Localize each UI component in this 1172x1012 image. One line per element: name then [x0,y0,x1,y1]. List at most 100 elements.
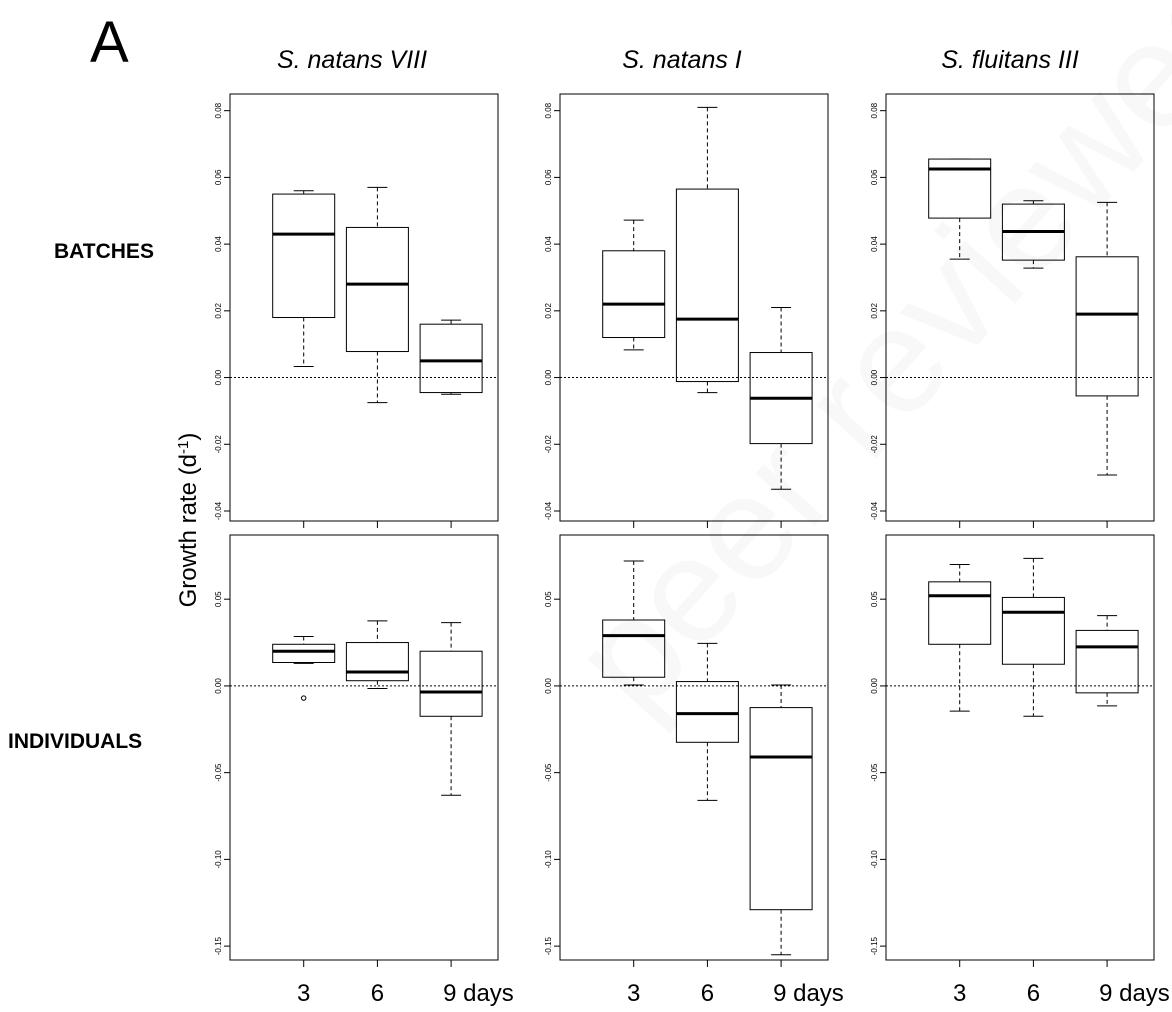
y-tick-label: 0.08 [544,102,553,118]
y-tick-label: 0.04 [544,236,553,252]
box-9 [749,684,813,956]
iqr-box [345,642,409,682]
x-tick-label: 3 [627,980,640,1007]
y-axis-label-close: ) [175,433,202,441]
column-title-2: S. natans I [622,46,742,74]
y-tick-label: 0.00 [870,369,879,385]
y-tick-label: 0.06 [870,169,879,185]
y-tick-label: -0.04 [870,501,879,520]
x-tick-label: 3 [953,980,966,1007]
y-axis-label-exponent: -1 [175,441,192,454]
y-tick-label: 0.04 [870,236,879,252]
iqr-box [419,650,483,717]
plot-individuals-1: -0.15 -0.10 -0.05 0.00 0.05 3 6 9 days [214,534,514,1007]
x-tick-label: 9 days [443,980,514,1007]
y-tick-label: -0.02 [544,435,553,454]
iqr-box [1075,256,1139,397]
iqr-box [749,707,813,911]
box-3 [272,635,336,664]
row-label-batches: BATCHES [54,240,154,263]
x-tick-label: 6 [371,980,384,1007]
plot-batches-2: -0.04 -0.02 0.00 0.02 0.04 0.06 0.08 [544,93,829,528]
iqr-box [1001,596,1065,665]
plot-frame [559,93,829,522]
y-axis-label: Growth rate (d-1) [175,433,202,608]
x-tick-label: 6 [701,980,714,1007]
y-tick-label: 0.00 [870,678,879,694]
plot-grid: -0.04 -0.02 0.00 0.02 0.04 0.06 0.08 -0.04 -0.02… [214,93,1170,1007]
box-3 [272,190,336,368]
y-tick-label: 0.06 [214,169,223,185]
iqr-box [1075,629,1139,694]
box-6 [345,620,409,690]
y-tick-label: -0.15 [544,936,553,955]
box-3 [602,560,666,686]
box-9 [419,622,483,796]
y-axis-label-text: Growth rate (d [175,454,202,607]
y-tick-label: -0.15 [870,936,879,955]
column-title-3: S. fluitans III [941,46,1079,74]
y-tick-label: -0.04 [214,501,223,520]
box-9 [419,319,483,395]
x-tick-label: 6 [1027,980,1040,1007]
box-6 [1001,200,1065,269]
x-tick-label: 9 days [1099,980,1170,1007]
y-tick-label: 0.05 [214,591,223,607]
y-tick-label: 0.06 [544,169,553,185]
y-tick-label: -0.10 [870,850,879,869]
y-tick-label: -0.10 [214,850,223,869]
panel-letter: A [90,10,129,75]
iqr-box [675,681,739,743]
box-3 [928,158,992,260]
iqr-box [419,323,483,394]
iqr-box [675,188,739,383]
box-6 [345,186,409,404]
plot-individuals-3: -0.15 -0.10 -0.05 0.00 0.05 3 6 9 days [870,534,1170,1007]
y-tick-label: 0.00 [544,678,553,694]
y-tick-label: 0.08 [870,102,879,118]
y-tick-label: 0.00 [214,678,223,694]
y-tick-label: 0.00 [544,369,553,385]
y-tick-label: 0.02 [214,303,223,319]
x-tick-label: 9 days [773,980,844,1007]
y-tick-label: -0.02 [214,435,223,454]
y-tick-label: 0.05 [870,591,879,607]
box-6 [675,642,739,801]
box-3 [602,219,666,351]
plot-frame [885,93,1155,522]
box-6 [1001,557,1065,717]
y-tick-label: -0.04 [544,501,553,520]
plot-frame [885,534,1155,961]
y-tick-label: 0.08 [214,102,223,118]
iqr-box [602,619,666,678]
box-9 [749,307,813,490]
x-tick-label: 3 [297,980,310,1007]
box-9 [1075,201,1139,476]
y-tick-label: -0.10 [544,850,553,869]
plot-frame [559,534,829,961]
outlier-point [301,695,307,701]
box-6 [675,106,739,394]
iqr-box [272,643,336,663]
iqr-box [272,193,336,319]
plot-batches-1: -0.04 -0.02 0.00 0.02 0.04 0.06 0.08 [214,93,499,528]
y-tick-label: -0.15 [214,936,223,955]
iqr-box [928,158,992,219]
plot-individuals-2: -0.15 -0.10 -0.05 0.00 0.05 3 6 9 days [544,534,844,1007]
y-tick-label: -0.05 [214,763,223,782]
plot-batches-3: -0.04 -0.02 0.00 0.02 0.04 0.06 0.08 [870,93,1155,528]
y-tick-label: 0.05 [544,591,553,607]
box-3 [928,563,992,712]
row-label-individuals: INDIVIDUALS [8,730,142,753]
column-title-1: S. natans VIII [277,46,427,74]
plot-frame [229,534,499,961]
iqr-box [928,581,992,645]
box-9 [1075,615,1139,707]
y-tick-label: -0.05 [544,763,553,782]
y-tick-label: -0.05 [870,763,879,782]
y-tick-label: 0.04 [214,236,223,252]
y-tick-label: 0.00 [214,369,223,385]
y-tick-label: 0.02 [544,303,553,319]
iqr-box [602,250,666,339]
